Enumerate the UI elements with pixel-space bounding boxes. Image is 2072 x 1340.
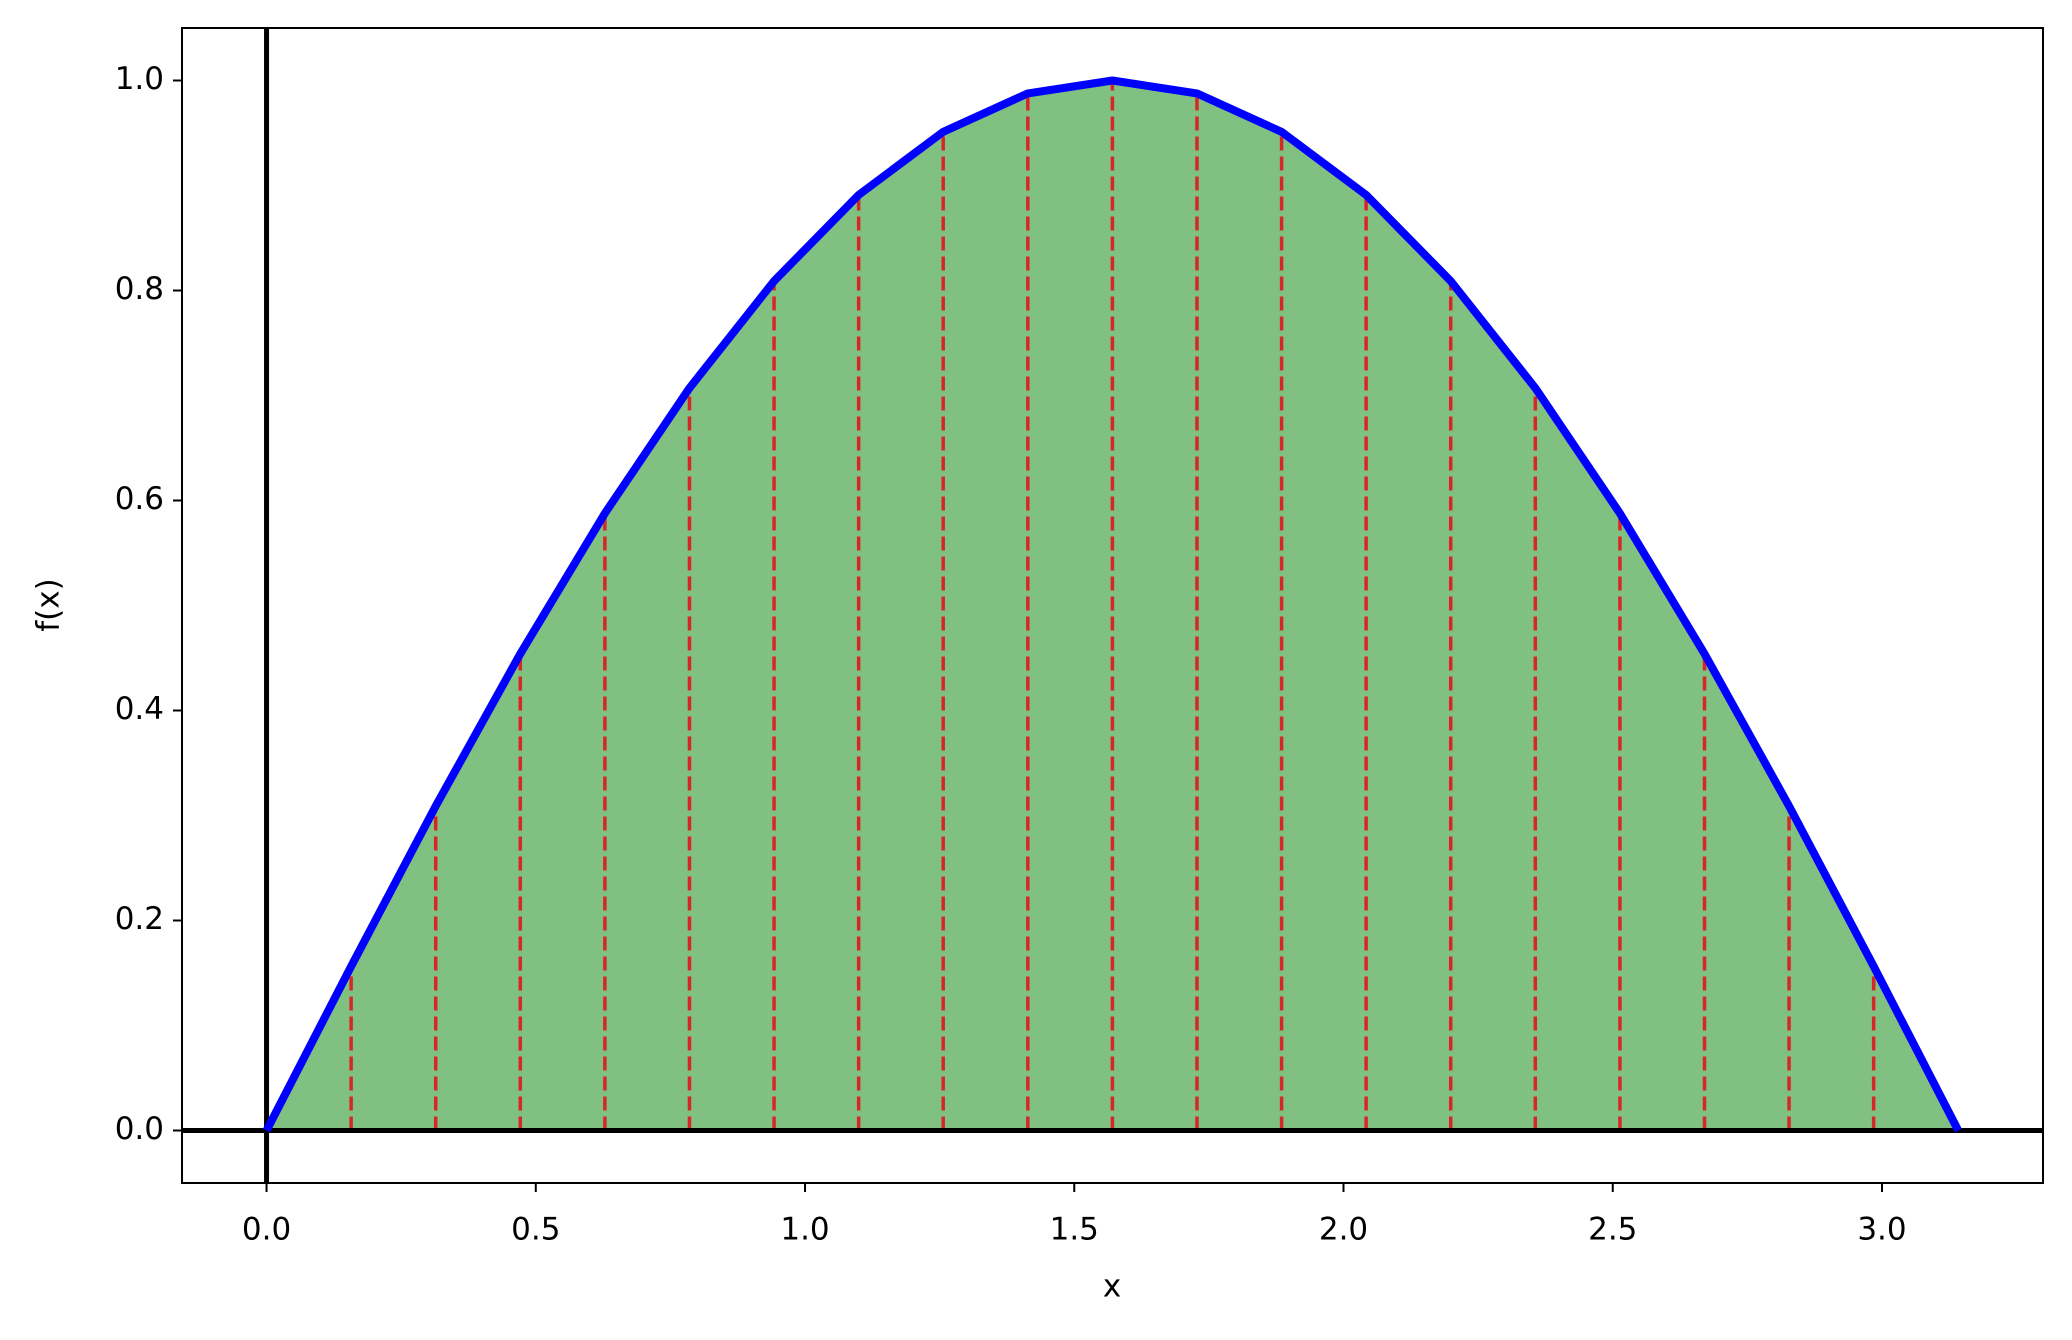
line — [262, 76, 1962, 1133]
plot-area — [182, 28, 2043, 1183]
axes-frame — [181, 27, 2044, 1184]
y-tick-label: 0.2 — [115, 901, 164, 937]
y-tick-label: 0.4 — [115, 691, 164, 727]
x-tick-label: 0.0 — [242, 1212, 291, 1248]
x-tick-label: 1.5 — [1050, 1212, 1099, 1248]
x-tick-label: 1.0 — [780, 1212, 829, 1248]
y-tick-label: 0.6 — [115, 481, 164, 517]
y-tick-label: 0.8 — [115, 271, 164, 307]
y-axis-label: f(x) — [31, 578, 67, 631]
x-tick-label: 2.5 — [1588, 1212, 1637, 1248]
y-tick-label: 0.0 — [115, 1111, 164, 1147]
x-tick-label: 2.0 — [1319, 1212, 1368, 1248]
x-axis-label: x — [1103, 1269, 1121, 1305]
y-tick-label: 1.0 — [115, 61, 164, 97]
x-tick-label: 0.5 — [511, 1212, 560, 1248]
x-tick-label: 3.0 — [1857, 1212, 1906, 1248]
